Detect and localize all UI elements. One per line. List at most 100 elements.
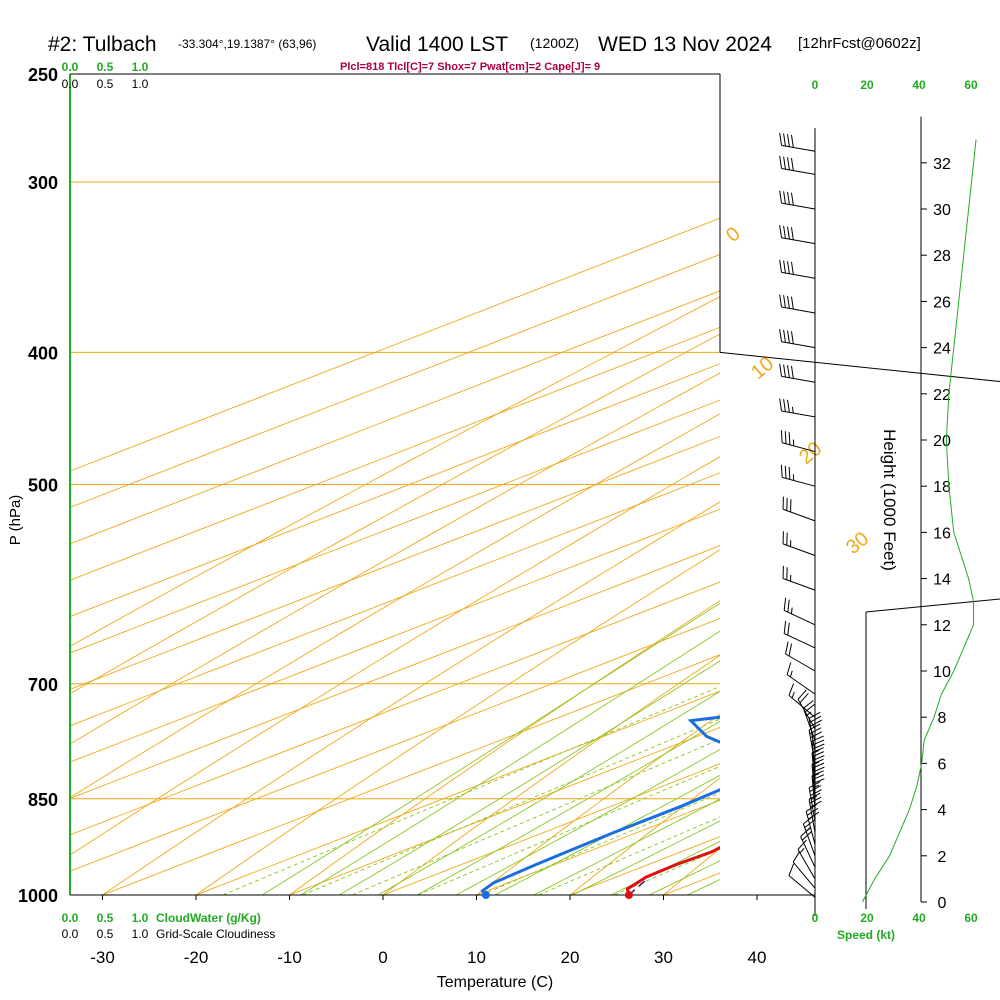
cloud-scale-top-tick: 0.5: [97, 60, 114, 74]
wind-barb: [781, 271, 816, 279]
moist-adiabat-line: [338, 660, 720, 895]
wind-barb-feather: [797, 839, 807, 850]
wind-barb-feather: [804, 703, 815, 713]
wind-barb-feather: [790, 227, 794, 240]
wind-barb-feather: [812, 784, 820, 789]
wind-barb-feather: [812, 750, 820, 754]
wind-barb-feather: [812, 778, 825, 785]
wind-barb: [802, 708, 816, 741]
cloudwater-label: CloudWater (g/Kg): [156, 911, 261, 925]
isotherm-line: [70, 254, 720, 508]
wind-barb-feather: [810, 789, 822, 796]
height-tick-label: 26: [933, 294, 951, 311]
dry-adiabat-line: [913, 50, 1000, 924]
height-tick-label: 32: [933, 156, 951, 173]
wind-barb-feather: [812, 743, 825, 750]
temperature-tick-label: 0: [378, 948, 387, 967]
wind-barb: [782, 476, 816, 487]
wind-barb-feather: [783, 225, 786, 239]
wind-barb-feather: [811, 758, 824, 765]
wind-barb-feather: [783, 329, 786, 343]
isotherm-line: [70, 399, 720, 654]
wind-barb-feather: [788, 863, 795, 876]
pressure-tick-label: 300: [28, 173, 58, 193]
height-tick-label: 22: [933, 387, 951, 404]
wind-barb-feather: [801, 831, 812, 841]
wind-barb-feather: [790, 261, 794, 275]
isotherm-line: [70, 508, 720, 763]
wind-barb-feather: [787, 157, 790, 170]
isotherm-line: [851, 74, 1000, 895]
wind-barb-feather: [800, 827, 811, 837]
pressure-tick-label: 500: [28, 476, 58, 496]
mixing-ratio-line: [222, 686, 720, 895]
wind-barb-feather: [812, 762, 825, 769]
wind-barb-feather: [811, 770, 824, 777]
wind-barb-feather: [809, 785, 822, 793]
wind-barb-feather: [787, 191, 790, 205]
temperature-tick-label: 40: [748, 948, 767, 967]
wind-barb-feather: [787, 134, 790, 147]
wind-barb-feather: [810, 731, 822, 739]
wind-barb-feather: [788, 643, 793, 657]
wind-barb-feather: [788, 683, 795, 696]
height-tick-label: 14: [933, 572, 951, 589]
x-axis-title: Temperature (C): [437, 974, 553, 991]
cloudiness-scale-top-tick: 0.5: [97, 77, 114, 91]
wind-barb-feather: [783, 295, 786, 308]
dry-adiabat-line: [70, 456, 720, 856]
cloud-scale-bottom-tick: 0.0: [62, 911, 79, 925]
dry-adiabat-line: [70, 296, 720, 647]
cloudiness-scale-top-tick: 1.0: [132, 77, 149, 91]
utc-time: (1200Z): [530, 35, 579, 51]
pressure-tick-label: 400: [28, 343, 58, 363]
wind-barb-feather: [808, 792, 821, 800]
height-tick-label: 20: [933, 433, 951, 450]
temperature-tick-label: -20: [184, 948, 209, 967]
wind-barb: [782, 543, 816, 556]
wind-barb-feather: [809, 727, 822, 735]
wind-barb: [781, 410, 816, 418]
wind-barb: [783, 609, 816, 626]
moist-adiabat-line: [494, 774, 720, 895]
wind-barb-feather: [779, 225, 783, 238]
wind-speed-profile: [861, 139, 977, 903]
wind-barb-feather: [783, 620, 787, 634]
wind-barb-feather: [803, 815, 814, 825]
wind-barb-feather: [788, 432, 791, 445]
wind-barb-feather: [787, 295, 790, 309]
wind-barb-feather: [779, 190, 783, 204]
dry-adiabat-line: [70, 333, 720, 695]
temperature-tick-label: 30: [654, 948, 673, 967]
cloudiness-scale-bottom-tick: 1.0: [132, 927, 149, 941]
height-tick-label: 18: [933, 479, 951, 496]
height-tick-label: 30: [933, 202, 951, 219]
cloudiness-scale-bottom-tick: 0.5: [97, 927, 114, 941]
wind-barb-feather: [790, 365, 794, 379]
wind-barb: [786, 674, 816, 695]
height-tick-label: 0: [938, 895, 947, 912]
forecast-info: [12hrFcst@0602z]: [798, 35, 921, 52]
wind-barb-feather: [786, 662, 792, 675]
height-tick-label: 4: [938, 803, 947, 820]
wind-barb-feather: [783, 133, 786, 147]
y-axis-title: P (hPa): [7, 495, 24, 546]
wind-barb-feather: [790, 607, 793, 614]
mixing-ratio-label: 1: [228, 896, 245, 910]
moist-adiabat-line: [609, 840, 720, 895]
station-title: #2: Tulbach: [48, 33, 157, 56]
wind-speed-top-tick: 60: [964, 78, 978, 92]
wind-barb-feather: [812, 751, 825, 758]
wind-barb-feather: [804, 819, 815, 829]
wind-barb: [800, 836, 816, 868]
wind-barb-feather: [811, 747, 824, 754]
wind-barb-feather: [811, 735, 824, 742]
wind-barb: [782, 442, 816, 453]
wind-barb-feather: [783, 156, 786, 170]
valid-date: WED 13 Nov 2024: [598, 33, 772, 56]
wind-barb-feather: [790, 331, 794, 344]
wind-barb-feather: [789, 670, 793, 678]
wind-barb: [781, 341, 816, 349]
cloudiness-scale-bottom-tick: 0.0: [62, 927, 79, 941]
